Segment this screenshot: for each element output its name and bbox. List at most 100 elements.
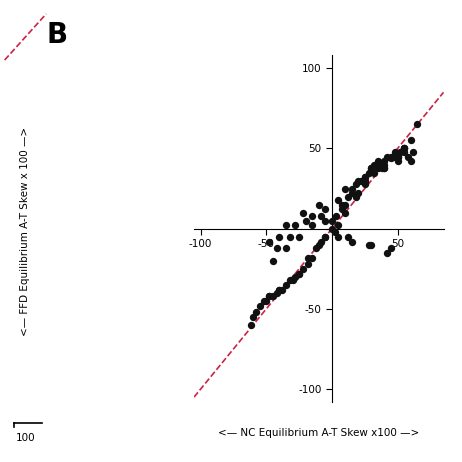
Point: [383, 249, 391, 256]
Point: [394, 153, 401, 160]
Point: [361, 174, 368, 181]
Point: [341, 201, 349, 208]
Point: [354, 177, 362, 184]
Point: [332, 212, 340, 219]
Point: [252, 309, 260, 316]
Point: [302, 217, 310, 225]
Point: [282, 222, 290, 229]
Point: [286, 276, 293, 284]
Point: [401, 145, 408, 152]
Point: [335, 196, 342, 203]
Point: [374, 161, 382, 168]
Point: [387, 153, 395, 160]
Point: [309, 222, 316, 229]
Point: [322, 206, 329, 213]
Point: [328, 225, 335, 232]
Point: [318, 238, 325, 245]
Point: [339, 206, 346, 213]
Point: [370, 161, 377, 168]
Point: [292, 222, 299, 229]
Point: [381, 161, 388, 168]
Point: [278, 286, 286, 293]
Point: [378, 164, 385, 171]
Point: [265, 238, 273, 245]
Point: [328, 217, 335, 225]
Point: [276, 233, 283, 240]
Point: [304, 260, 312, 267]
Point: [352, 193, 359, 201]
Point: [391, 153, 399, 160]
Point: [401, 148, 408, 155]
Point: [354, 190, 362, 197]
Point: [387, 244, 395, 252]
Point: [295, 270, 303, 277]
Point: [348, 185, 355, 192]
Point: [295, 233, 303, 240]
Point: [282, 281, 290, 289]
Point: [368, 164, 375, 171]
Point: [339, 201, 346, 208]
Point: [394, 153, 401, 160]
Point: [381, 158, 388, 165]
Point: [361, 180, 368, 188]
Point: [331, 228, 338, 236]
Point: [370, 169, 377, 176]
Point: [368, 164, 375, 171]
Point: [289, 276, 296, 284]
Point: [401, 145, 408, 152]
Point: [262, 297, 270, 304]
Point: [249, 313, 257, 321]
Point: [265, 292, 273, 300]
Point: [401, 145, 408, 152]
Point: [335, 233, 342, 240]
Point: [260, 297, 267, 304]
Point: [256, 302, 263, 310]
Point: [299, 265, 307, 273]
Point: [273, 289, 280, 297]
Point: [381, 164, 388, 171]
Point: [315, 201, 322, 208]
Point: [361, 174, 368, 181]
Point: [391, 148, 399, 155]
Point: [374, 164, 382, 171]
Point: [341, 185, 349, 192]
Point: [247, 321, 254, 328]
Point: [407, 158, 414, 165]
Point: [312, 244, 320, 252]
Point: [265, 292, 273, 300]
Point: [357, 177, 365, 184]
Point: [394, 158, 401, 165]
Point: [292, 273, 299, 280]
Point: [383, 153, 391, 160]
Point: [361, 177, 368, 184]
Point: [381, 164, 388, 171]
Point: [404, 153, 412, 160]
Point: [322, 217, 329, 225]
Point: [396, 148, 404, 155]
Point: [322, 233, 329, 240]
Text: <— FFD Equilibrium A-T Skew x 100 —>: <— FFD Equilibrium A-T Skew x 100 —>: [20, 127, 30, 335]
Point: [341, 209, 349, 216]
Point: [374, 158, 382, 165]
Point: [295, 270, 303, 277]
Point: [407, 137, 414, 144]
Point: [282, 244, 290, 252]
Text: B: B: [46, 21, 67, 49]
Point: [413, 121, 421, 128]
Point: [276, 286, 283, 293]
Point: [322, 233, 329, 240]
Point: [269, 292, 277, 300]
Point: [299, 209, 307, 216]
Point: [304, 254, 312, 261]
Point: [348, 238, 355, 245]
Point: [276, 286, 283, 293]
Text: 100: 100: [16, 433, 35, 444]
Point: [352, 180, 359, 188]
Point: [348, 190, 355, 197]
Point: [269, 257, 277, 264]
Point: [344, 193, 352, 201]
Point: [273, 244, 280, 252]
Point: [365, 169, 372, 176]
Point: [286, 233, 293, 240]
Point: [318, 212, 325, 219]
